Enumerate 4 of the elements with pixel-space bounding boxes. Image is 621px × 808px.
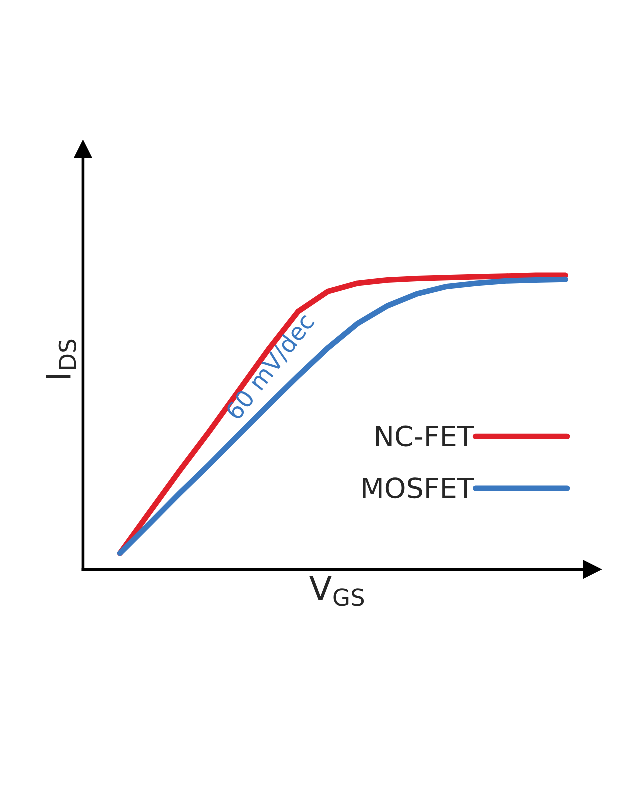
x-axis-title: V$_{GS}$ <box>310 576 364 606</box>
y-axis-title: I$_{DS}$ <box>46 340 76 378</box>
legend-label: MOSFET <box>363 478 474 499</box>
legend-label: NC-FET <box>376 426 474 447</box>
